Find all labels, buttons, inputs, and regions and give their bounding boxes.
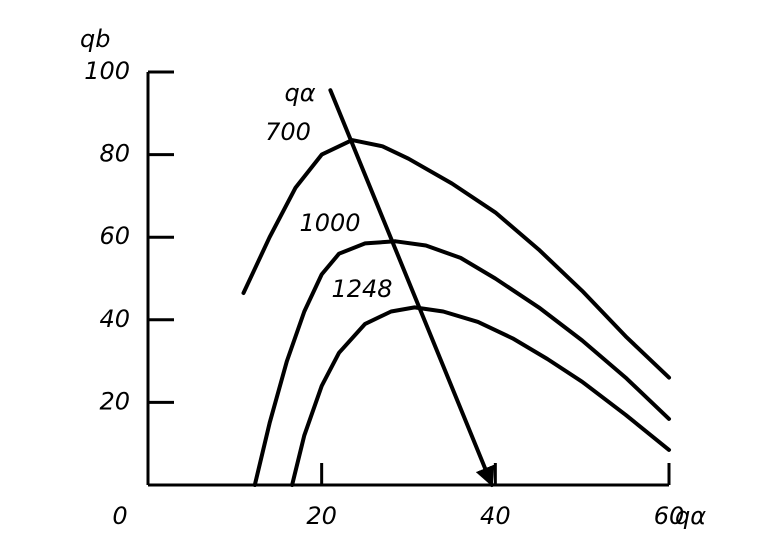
x-tick-label: 40 — [480, 502, 511, 530]
x-axis-label: qα — [675, 502, 706, 530]
curve-label: 1000 — [299, 209, 360, 237]
curve-label: qα — [284, 79, 315, 107]
y-axis-label: qb — [80, 25, 110, 53]
x-tick-label: 20 — [306, 502, 337, 530]
y-tick-label: 100 — [84, 57, 130, 85]
curve — [241, 138, 671, 380]
curve — [328, 88, 495, 487]
y-tick-label: 20 — [99, 387, 130, 415]
curve-label: 700 — [265, 118, 311, 146]
curve-label: 1248 — [331, 275, 392, 303]
y-tick-label: 40 — [99, 305, 130, 333]
curve — [290, 305, 671, 487]
x-tick-label: 0 — [112, 502, 127, 530]
y-tick-label: 60 — [99, 222, 130, 250]
y-tick-label: 80 — [99, 140, 130, 168]
x-tick-label: 60 — [654, 502, 685, 530]
curve — [252, 239, 671, 487]
